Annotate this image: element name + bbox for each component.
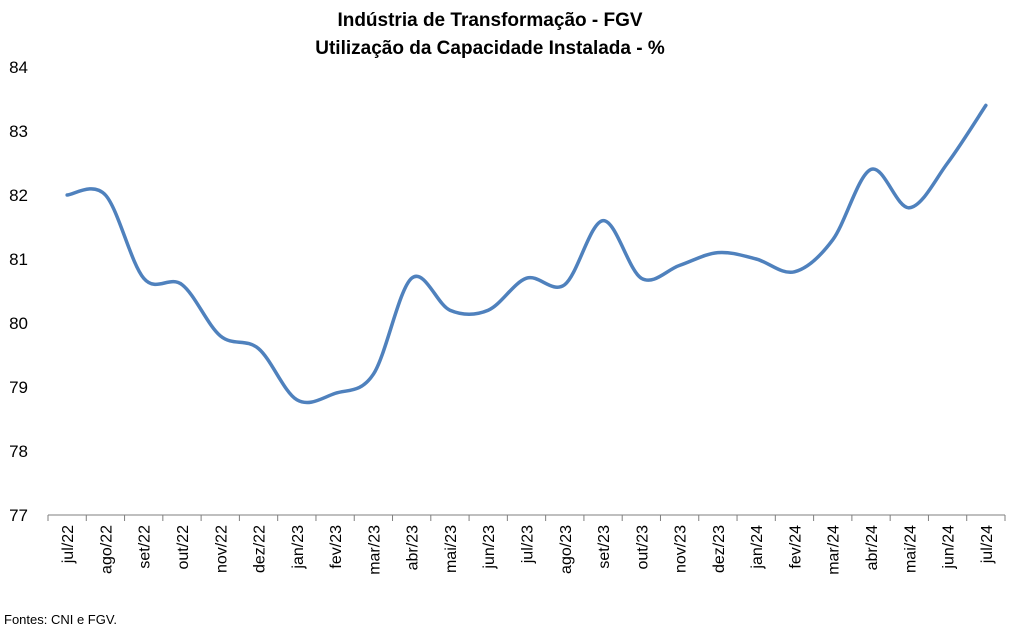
x-tick-label: jan/23 (290, 525, 307, 570)
y-tick-label: 83 (9, 122, 28, 141)
x-tick-label: abr/24 (864, 525, 881, 570)
y-tick-label: 77 (9, 506, 28, 525)
x-tick-label: jul/24 (979, 525, 996, 564)
y-tick-label: 81 (9, 250, 28, 269)
x-axis: jul/22 ago/22 set/22 out/22 nov/22 dez/22 jan/… (47, 515, 1006, 575)
x-tick-label: mar/24 (826, 525, 843, 575)
y-axis: 77 78 79 80 81 82 83 84 (9, 58, 1005, 525)
x-tick-label: set/23 (596, 525, 613, 569)
chart-title: Indústria de Transformação - FGV (337, 10, 642, 31)
x-tick-label: mai/24 (902, 525, 919, 573)
source-note: Fontes: CNI e FGV. (4, 612, 117, 627)
x-tick-label: jan/24 (749, 525, 766, 570)
x-tick-label: ago/22 (98, 525, 115, 574)
x-tick-label: jul/22 (60, 525, 77, 564)
series-line (65, 103, 988, 405)
y-tick-label: 80 (9, 314, 28, 333)
x-tick-label: out/22 (175, 525, 192, 570)
x-tick-label: nov/23 (673, 525, 690, 573)
x-tick-label: fev/24 (787, 525, 804, 569)
x-tick-label: dez/22 (252, 525, 269, 573)
series-layer (65, 103, 988, 405)
x-tick-label: jul/23 (520, 525, 537, 564)
chart-subtitle: Utilização da Capacidade Instalada - % (315, 38, 665, 59)
x-tick-label: set/22 (137, 525, 154, 569)
x-tick-label: dez/23 (711, 525, 728, 573)
x-tick-label: abr/23 (405, 525, 422, 570)
y-tick-label: 82 (9, 186, 28, 205)
y-tick-label: 84 (9, 58, 28, 77)
y-tick-label: 78 (9, 442, 28, 461)
x-tick-label: jun/24 (941, 525, 958, 570)
x-tick-label: jun/23 (481, 525, 498, 570)
x-tick-label: ago/23 (558, 525, 575, 574)
x-tick-label: mai/23 (443, 525, 460, 573)
x-tick-label: fev/23 (328, 525, 345, 569)
y-tick-label: 79 (9, 378, 28, 397)
x-tick-label: mar/23 (366, 525, 383, 575)
x-tick-label: out/23 (634, 525, 651, 570)
x-tick-label: nov/22 (213, 525, 230, 573)
